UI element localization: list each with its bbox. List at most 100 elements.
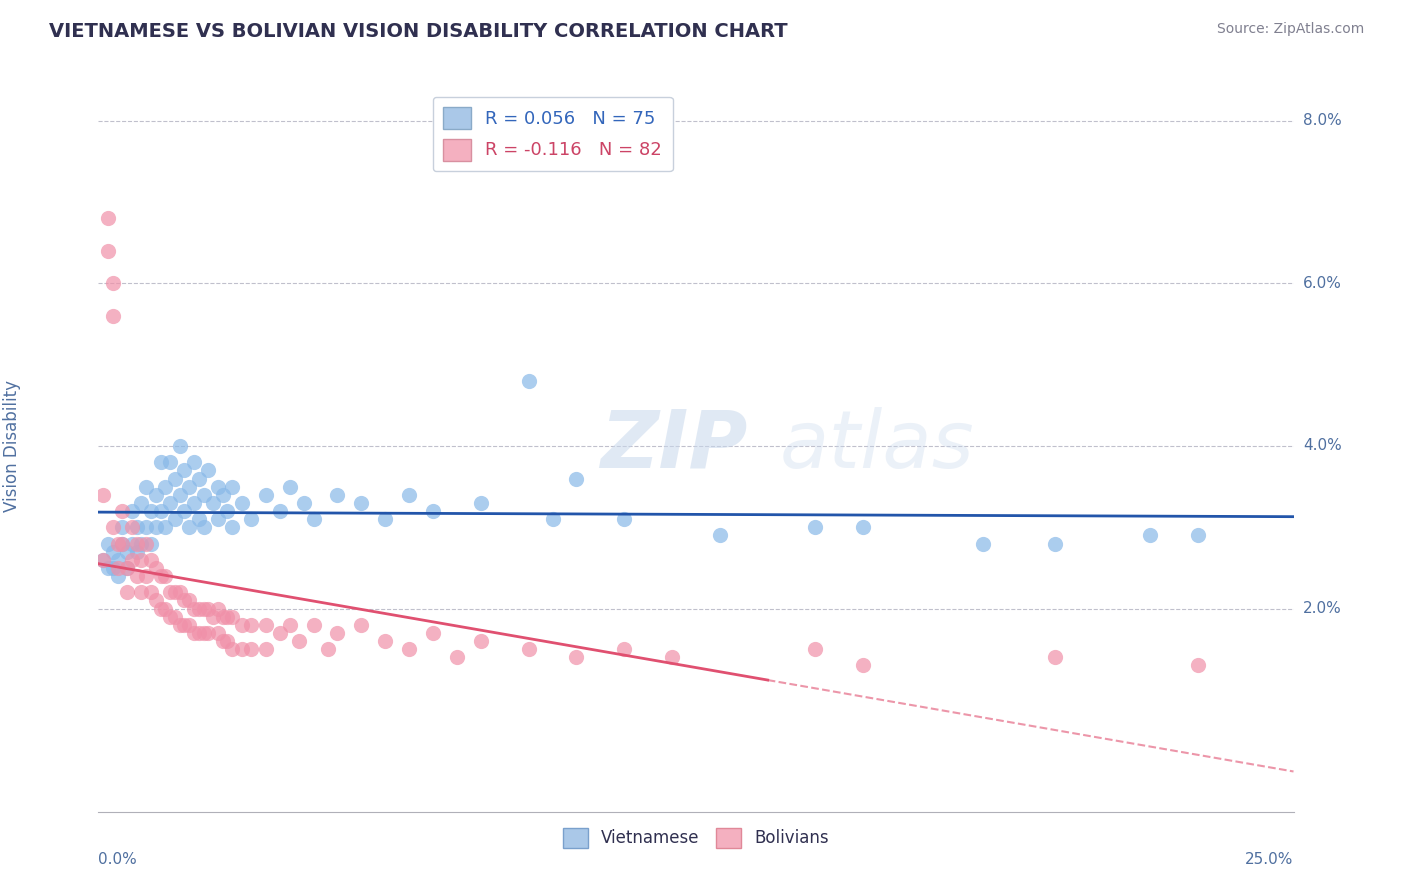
Point (125, 569, 148, 583)
Point (101, 277, 124, 291)
Point (278, 617, 301, 632)
Point (207, 480, 229, 494)
Point (197, 626, 219, 640)
Point (211, 488, 233, 502)
Point (187, 471, 209, 485)
Legend: Vietnamese, Bolivians: Vietnamese, Bolivians (557, 821, 835, 855)
Point (221, 609, 243, 624)
Point (207, 512, 229, 526)
Point (155, 520, 177, 534)
Point (163, 585, 186, 599)
Point (163, 609, 186, 624)
Point (107, 536, 129, 550)
Point (163, 512, 186, 526)
Point (804, 520, 827, 534)
Point (139, 585, 162, 599)
Point (217, 609, 239, 624)
Point (541, 512, 564, 526)
Point (302, 512, 325, 526)
Point (661, 650, 683, 665)
Point (131, 496, 153, 510)
Point (131, 536, 153, 550)
Point (269, 626, 291, 640)
Text: atlas: atlas (779, 407, 974, 485)
Point (121, 536, 143, 550)
Point (139, 504, 162, 518)
Point (173, 593, 195, 607)
Point (269, 504, 291, 518)
Point (852, 520, 875, 534)
Point (169, 617, 191, 632)
Point (173, 463, 195, 477)
Point (422, 626, 444, 640)
Point (173, 617, 195, 632)
Point (139, 553, 162, 567)
Point (852, 658, 875, 673)
Text: 0.0%: 0.0% (98, 853, 138, 867)
Point (145, 593, 167, 607)
Point (135, 520, 157, 534)
Point (179, 593, 201, 607)
Point (135, 480, 157, 494)
Point (155, 601, 177, 615)
Point (97, 244, 120, 258)
Point (1043, 650, 1066, 665)
Point (231, 617, 253, 632)
Point (149, 504, 172, 518)
Text: VIETNAMESE VS BOLIVIAN VISION DISABILITY CORRELATION CHART: VIETNAMESE VS BOLIVIAN VISION DISABILITY… (49, 22, 787, 41)
Point (131, 585, 153, 599)
Point (217, 504, 239, 518)
Point (302, 617, 325, 632)
Point (173, 504, 195, 518)
Point (149, 569, 172, 583)
Point (211, 609, 233, 624)
Point (179, 617, 201, 632)
Point (169, 439, 191, 453)
Point (115, 561, 138, 575)
Point (97, 536, 120, 550)
Point (278, 480, 301, 494)
Point (254, 488, 277, 502)
Point (159, 455, 181, 469)
Text: ZIP: ZIP (600, 407, 748, 485)
Text: 8.0%: 8.0% (1303, 113, 1341, 128)
Point (183, 626, 205, 640)
Point (115, 544, 138, 558)
Point (111, 504, 134, 518)
Point (207, 601, 229, 615)
Point (972, 536, 994, 550)
Point (97, 211, 120, 226)
Point (131, 553, 153, 567)
Point (159, 609, 181, 624)
Point (517, 642, 540, 657)
Point (145, 561, 167, 575)
Point (316, 642, 339, 657)
Point (422, 504, 444, 518)
Point (139, 536, 162, 550)
Point (350, 617, 373, 632)
Point (155, 480, 177, 494)
Point (187, 601, 209, 615)
Point (193, 488, 215, 502)
Point (91, 553, 114, 567)
Point (155, 569, 177, 583)
Text: 25.0%: 25.0% (1246, 853, 1294, 867)
Point (254, 642, 277, 657)
Point (111, 520, 134, 534)
Point (240, 642, 263, 657)
Point (202, 496, 225, 510)
Point (91, 488, 114, 502)
Point (565, 471, 588, 485)
Point (211, 634, 233, 648)
Point (1187, 658, 1209, 673)
Point (179, 520, 201, 534)
Point (179, 480, 201, 494)
Point (1187, 528, 1209, 542)
Point (183, 496, 205, 510)
Point (470, 634, 492, 648)
Point (197, 601, 219, 615)
Point (111, 536, 134, 550)
Point (207, 626, 229, 640)
Point (125, 544, 148, 558)
Point (374, 634, 396, 648)
